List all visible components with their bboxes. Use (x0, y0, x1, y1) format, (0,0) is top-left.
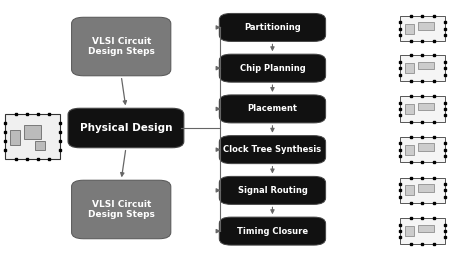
Bar (10, 130, 19, 145)
Bar (404, 226, 413, 236)
Bar (400, 96, 445, 122)
Text: Chip Planning: Chip Planning (239, 64, 305, 73)
Bar (404, 185, 413, 196)
FancyBboxPatch shape (219, 217, 326, 245)
Text: Clock Tree Synthesis: Clock Tree Synthesis (223, 145, 321, 154)
Bar (418, 143, 434, 151)
Bar (404, 63, 413, 73)
Bar (418, 225, 434, 232)
Bar (404, 104, 413, 114)
Bar (400, 16, 445, 41)
Text: VLSI Circuit
Design Steps: VLSI Circuit Design Steps (88, 37, 155, 56)
Bar (36, 141, 45, 150)
Bar (400, 218, 445, 244)
FancyBboxPatch shape (219, 176, 326, 204)
Text: Physical Design: Physical Design (80, 123, 172, 133)
Text: Signal Routing: Signal Routing (237, 186, 307, 195)
FancyBboxPatch shape (72, 180, 171, 239)
FancyBboxPatch shape (219, 13, 326, 41)
Bar (400, 137, 445, 162)
Bar (400, 56, 445, 81)
Bar (400, 178, 445, 203)
FancyBboxPatch shape (72, 17, 171, 76)
Bar (404, 145, 413, 155)
FancyBboxPatch shape (219, 95, 326, 123)
Bar (418, 103, 434, 110)
Text: Timing Closure: Timing Closure (237, 227, 308, 236)
Bar (418, 22, 434, 30)
Bar (418, 184, 434, 192)
Bar (5, 114, 60, 158)
Text: Placement: Placement (247, 104, 298, 113)
FancyBboxPatch shape (68, 108, 184, 148)
Bar (404, 24, 413, 34)
Text: Partitioning: Partitioning (244, 23, 301, 32)
FancyBboxPatch shape (219, 136, 326, 164)
Text: VLSI Circuit
Design Steps: VLSI Circuit Design Steps (88, 200, 155, 219)
Bar (418, 62, 434, 69)
FancyBboxPatch shape (219, 54, 326, 82)
Bar (25, 125, 41, 138)
